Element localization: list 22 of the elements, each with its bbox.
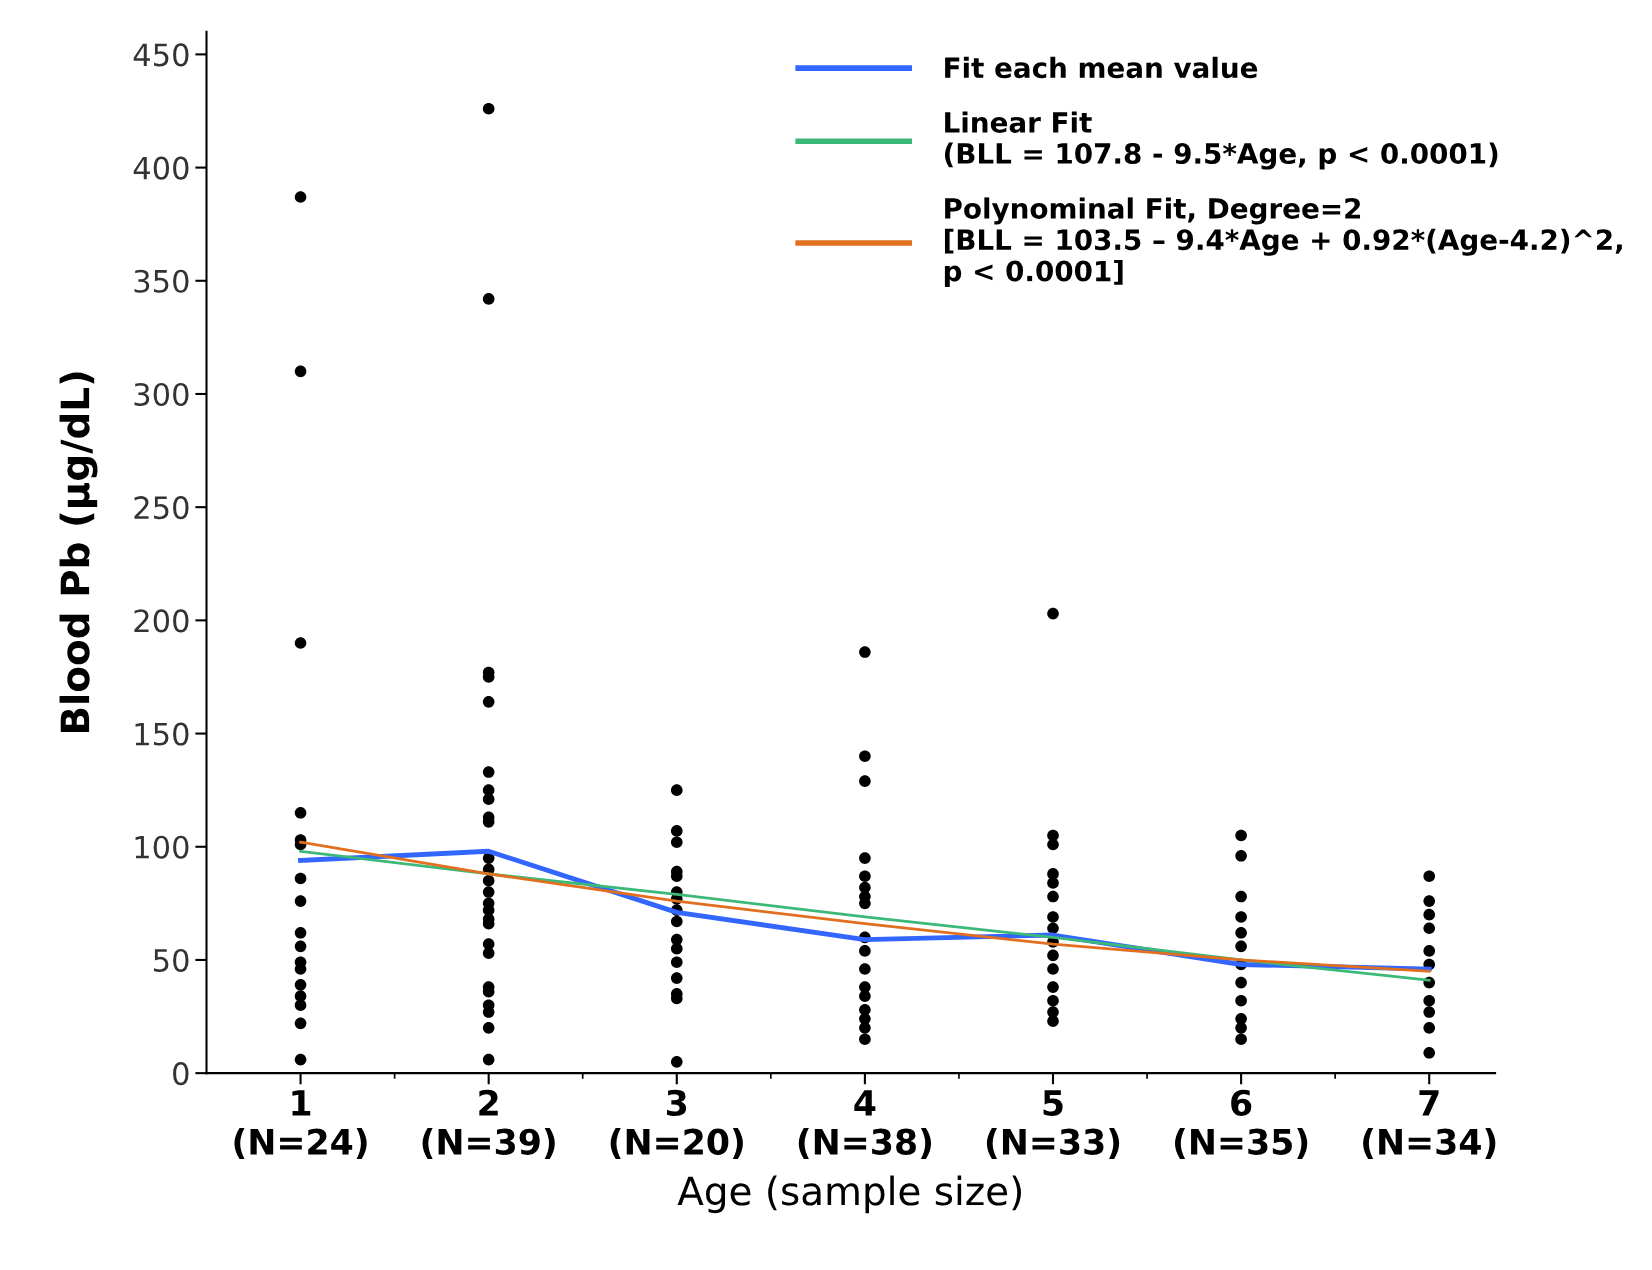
legend-label: Linear Fit (BLL = 107.8 - 9.5*Age, p < 0.0001) xyxy=(944,111,1498,170)
x-tick-label: 5 (N=33) xyxy=(986,1090,1120,1159)
x-axis-title: Age (sample size) xyxy=(677,1175,1021,1214)
y-tick-label: 250 xyxy=(134,496,189,520)
x-tick-label: 4 (N=38) xyxy=(798,1090,932,1159)
y-tick-label: 0 xyxy=(173,1062,189,1086)
y-tick-label: 150 xyxy=(135,722,189,746)
y-tick-label: 450 xyxy=(133,43,189,67)
y-tick-label: 100 xyxy=(135,835,189,859)
legend-label: Fit each mean value xyxy=(945,56,1258,79)
y-tick-label: 200 xyxy=(134,609,189,633)
x-tick-label: 1 (N=24) xyxy=(234,1090,367,1159)
y-tick-label: 400 xyxy=(133,156,189,180)
y-tick-label: 300 xyxy=(134,382,189,407)
x-tick-label: 3 (N=20) xyxy=(610,1089,743,1159)
x-tick-label: 2 (N=39) xyxy=(422,1089,555,1159)
x-tick-label: 7 (N=34) xyxy=(1363,1090,1496,1159)
y-axis-title: Blood Pb (µg/dL) xyxy=(59,372,98,733)
legend-label: Polynominal Fit, Degree=2 [BLL = 103.5 – 9.4*Age + 0.92*(Age-4.2)^2, p < 0.0001] xyxy=(944,197,1622,287)
x-tick-label: 6 (N=35) xyxy=(1174,1089,1308,1159)
y-tick-label: 350 xyxy=(134,269,189,293)
y-tick-label: 50 xyxy=(154,948,189,972)
